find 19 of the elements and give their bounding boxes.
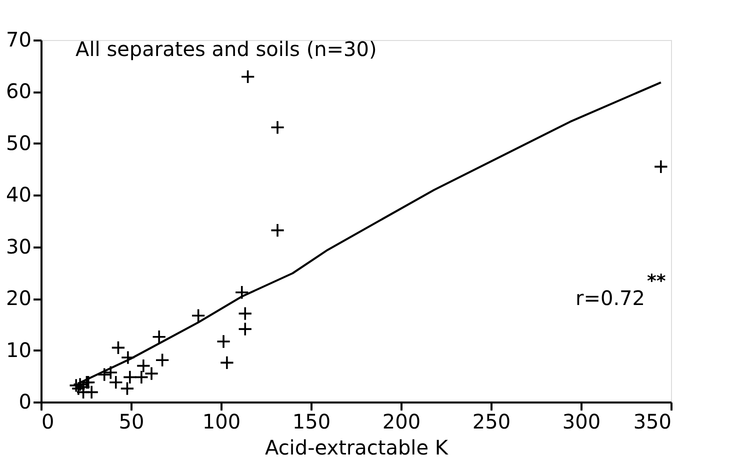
chart-title: All separates and soils (n=30): [76, 37, 377, 61]
y-tick-label: 20: [6, 286, 32, 310]
x-tick-label: 50: [118, 410, 144, 434]
x-tick-label: 150: [292, 410, 331, 434]
x-tick-label: 100: [202, 410, 241, 434]
y-tick-label: 60: [6, 79, 32, 104]
y-tick-label: 10: [6, 338, 32, 362]
x-tick-label: 200: [382, 410, 421, 434]
y-tick-label: 40: [6, 182, 32, 207]
x-tick-label: 250: [472, 410, 511, 434]
annotation: r=0.72**: [575, 271, 666, 310]
y-tick-label: 50: [6, 130, 32, 155]
y-tick-label: 70: [6, 28, 32, 52]
x-axis-title: Acid-extractable K: [264, 436, 449, 460]
x-tick-label: 350: [633, 410, 672, 434]
x-tick-label: 300: [562, 410, 601, 434]
x-tick-label: 0: [42, 410, 54, 434]
y-tick-label: 0: [18, 390, 32, 414]
y-tick-label: 30: [6, 234, 32, 258]
